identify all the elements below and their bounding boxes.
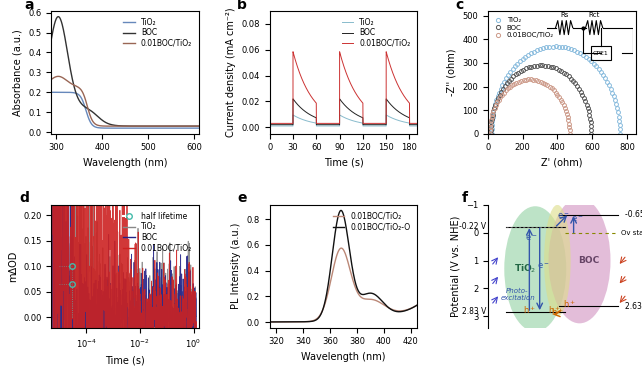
- Text: e$^-$: e$^-$: [537, 261, 550, 271]
- Text: a: a: [25, 0, 34, 11]
- X-axis label: Wavelength (nm): Wavelength (nm): [83, 158, 168, 168]
- X-axis label: Time (s): Time (s): [324, 158, 363, 168]
- Text: 2.83 V: 2.83 V: [462, 307, 487, 316]
- Ellipse shape: [548, 198, 611, 323]
- Y-axis label: Current density (mA cm⁻²): Current density (mA cm⁻²): [226, 8, 236, 137]
- Text: h$^+$: h$^+$: [523, 304, 536, 316]
- Text: TiO$_2$: TiO$_2$: [514, 263, 536, 275]
- X-axis label: Wavelength (nm): Wavelength (nm): [301, 352, 386, 362]
- Text: e: e: [238, 191, 247, 205]
- Y-axis label: PL Intensity (a.u.): PL Intensity (a.u.): [231, 223, 241, 309]
- Text: e$^-$: e$^-$: [525, 233, 537, 243]
- Text: h$^+$: h$^+$: [548, 304, 561, 316]
- Ellipse shape: [504, 206, 566, 332]
- Text: e$^-$: e$^-$: [571, 214, 584, 224]
- Ellipse shape: [544, 205, 571, 316]
- Text: f: f: [462, 191, 467, 205]
- Text: c: c: [456, 0, 464, 11]
- Text: BOC: BOC: [578, 256, 599, 265]
- Y-axis label: mΔOD: mΔOD: [8, 251, 18, 282]
- Text: b: b: [238, 0, 247, 11]
- Y-axis label: -Z'' (ohm): -Z'' (ohm): [447, 49, 457, 96]
- Legend: TiO₂, BOC, 0.01BOC/TiO₂: TiO₂, BOC, 0.01BOC/TiO₂: [338, 15, 413, 51]
- Legend: TiO₂, BOC, 0.01BOC/TiO₂: TiO₂, BOC, 0.01BOC/TiO₂: [492, 14, 557, 41]
- X-axis label: Z' (ohm): Z' (ohm): [541, 158, 582, 168]
- Legend: TiO₂, BOC, 0.01BOC/TiO₂: TiO₂, BOC, 0.01BOC/TiO₂: [120, 15, 195, 51]
- Text: 2.63 V: 2.63 V: [625, 301, 642, 311]
- Y-axis label: Potential (V vs. NHE): Potential (V vs. NHE): [451, 216, 460, 317]
- Text: d: d: [19, 191, 29, 205]
- Text: Photo-
excitation: Photo- excitation: [500, 287, 535, 301]
- Text: h$^+$: h$^+$: [563, 298, 576, 310]
- Y-axis label: Absorbance (a.u.): Absorbance (a.u.): [13, 29, 23, 116]
- Legend: half lifetime, TiO₂, BOC, 0.01BOC/TiO₂: half lifetime, TiO₂, BOC, 0.01BOC/TiO₂: [120, 209, 195, 255]
- X-axis label: Time (s): Time (s): [105, 355, 145, 365]
- Text: -0.65 V: -0.65 V: [625, 210, 642, 219]
- Text: h$^+$: h$^+$: [551, 307, 564, 318]
- Text: e$^-$: e$^-$: [557, 211, 570, 221]
- Text: -0.22 V: -0.22 V: [460, 222, 487, 231]
- Legend: 0.01BOC/TiO₂, 0.01BOC/TiO₂-O: 0.01BOC/TiO₂, 0.01BOC/TiO₂-O: [329, 209, 413, 234]
- Text: Ov state: Ov state: [621, 230, 642, 236]
